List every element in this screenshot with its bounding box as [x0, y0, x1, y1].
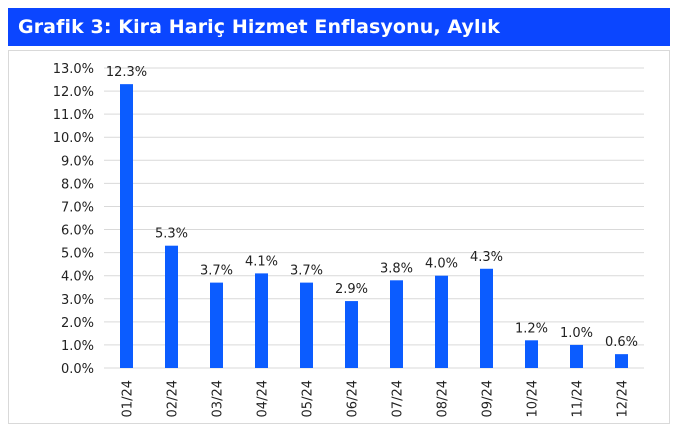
data-label: 0.6% [605, 335, 638, 350]
y-tick-label: 3.0% [61, 293, 94, 308]
bar [345, 301, 358, 368]
data-label: 1.0% [560, 326, 593, 341]
y-tick-label: 12.0% [53, 85, 94, 100]
y-tick-label: 5.0% [61, 247, 94, 262]
bar [615, 354, 628, 368]
y-tick-label: 7.0% [61, 200, 94, 215]
y-tick-label: 13.0% [53, 62, 94, 77]
chart-header: Grafik 3: Kira Hariç Hizmet Enflasyonu, … [8, 8, 670, 46]
y-tick-label: 1.0% [61, 339, 94, 354]
y-tick-label: 9.0% [61, 154, 94, 169]
chart-frame [8, 50, 670, 424]
x-tick-label: 06/24 [346, 380, 361, 417]
x-tick-label: 07/24 [391, 380, 406, 417]
bar [390, 280, 403, 368]
x-tick-label: 03/24 [211, 380, 226, 417]
x-tick-label: 05/24 [301, 380, 316, 417]
data-label: 12.3% [106, 65, 147, 80]
data-label: 4.1% [245, 254, 278, 269]
x-tick-label: 02/24 [166, 380, 181, 417]
x-tick-label: 09/24 [481, 380, 496, 417]
bar [480, 268, 493, 368]
data-label: 5.3% [155, 227, 188, 242]
y-tick-label: 4.0% [61, 270, 94, 285]
y-tick-label: 10.0% [53, 131, 94, 146]
y-tick-label: 8.0% [61, 177, 94, 192]
data-label: 2.9% [335, 282, 368, 297]
chart-title: Grafik 3: Kira Hariç Hizmet Enflasyonu, … [18, 16, 500, 38]
bar [570, 344, 583, 368]
bar [120, 84, 133, 369]
x-tick-label: 01/24 [121, 380, 136, 417]
x-tick-label: 12/24 [616, 380, 631, 417]
y-tick-label: 2.0% [61, 316, 94, 331]
bar [165, 245, 178, 368]
bar [300, 282, 313, 368]
bar [255, 273, 268, 368]
bar [210, 282, 223, 368]
data-label: 3.7% [290, 264, 323, 279]
y-tick-label: 11.0% [53, 108, 94, 123]
data-label: 1.2% [515, 321, 548, 336]
data-label: 4.3% [470, 250, 503, 265]
bar [435, 275, 448, 368]
x-tick-label: 10/24 [526, 380, 541, 417]
y-tick-label: 6.0% [61, 224, 94, 239]
data-label: 4.0% [425, 257, 458, 272]
bar [525, 340, 538, 368]
x-tick-label: 04/24 [256, 380, 271, 417]
y-tick-label: 0.0% [61, 362, 94, 377]
x-tick-label: 08/24 [436, 380, 451, 417]
data-label: 3.8% [380, 261, 413, 276]
x-tick-label: 11/24 [571, 380, 586, 417]
data-label: 3.7% [200, 264, 233, 279]
